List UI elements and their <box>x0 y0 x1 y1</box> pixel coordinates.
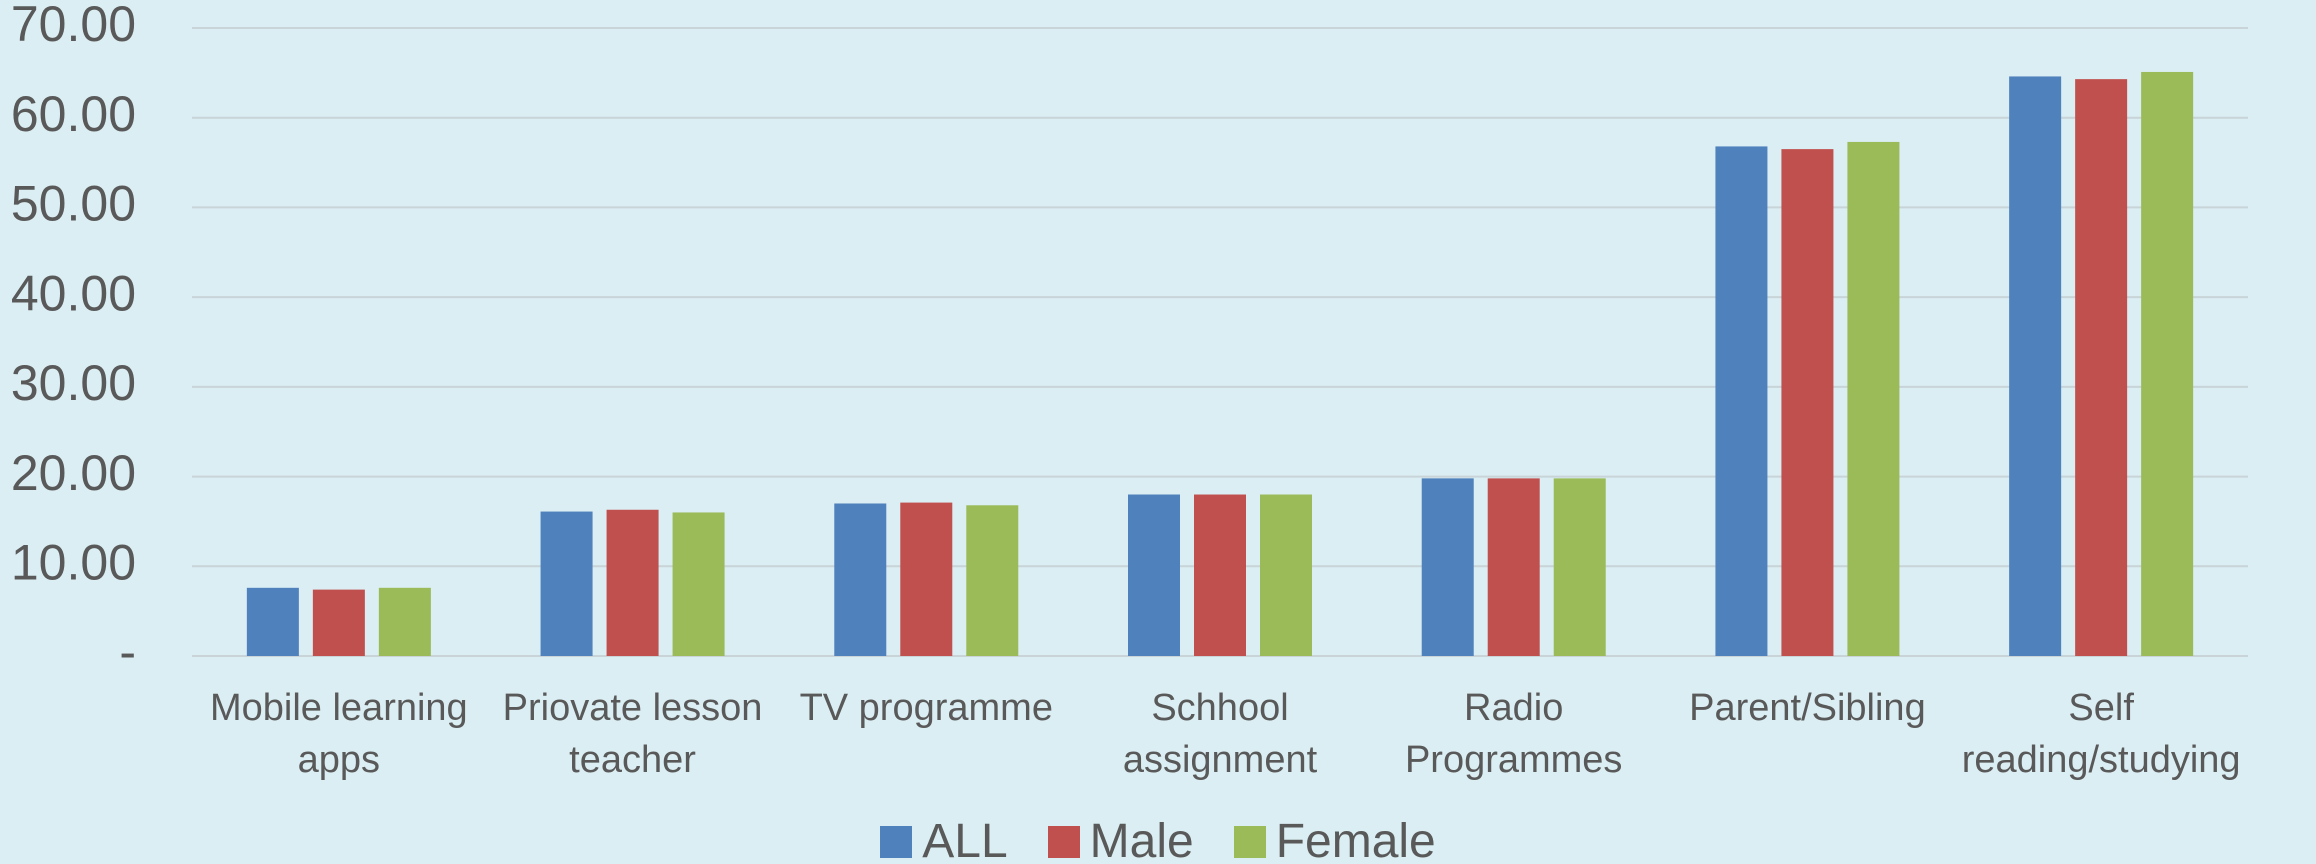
y-tick-label: 10.00 <box>11 534 136 590</box>
y-tick-label: 60.00 <box>11 86 136 142</box>
bar <box>2009 76 2062 656</box>
bar <box>246 587 299 656</box>
y-tick-label: 30.00 <box>11 355 136 411</box>
y-tick-label: 20.00 <box>11 445 136 501</box>
x-tick-label: Schhool assignment <box>1122 687 1318 781</box>
bar <box>1260 494 1312 656</box>
bar <box>834 503 887 656</box>
bar <box>1715 146 1768 656</box>
bar <box>1781 149 1834 656</box>
y-tick-label: 50.00 <box>11 176 136 232</box>
legend-swatch <box>1233 825 1266 858</box>
legend: ALL Male Female <box>0 814 2316 864</box>
bar <box>540 511 593 656</box>
bar <box>900 502 953 656</box>
bar <box>312 589 365 656</box>
legend-swatch <box>1047 825 1080 858</box>
bar <box>966 505 1019 656</box>
bar <box>1194 494 1246 656</box>
bar <box>1847 141 1900 657</box>
bar <box>606 509 659 656</box>
x-tick-label: Priovate lesson teacher <box>502 687 763 781</box>
x-tick-label: Self reading/studying <box>1961 687 2241 781</box>
legend-label: Female <box>1275 815 1436 864</box>
bar <box>1553 478 1606 656</box>
legend-item: Female <box>1233 814 1436 864</box>
legend-label: ALL <box>922 815 1008 864</box>
y-tick-label: 40.00 <box>11 265 136 321</box>
bar <box>2075 79 2128 656</box>
legend-label: Male <box>1089 815 1194 864</box>
bar <box>672 512 725 656</box>
x-tick-label: TV programme <box>799 687 1053 729</box>
x-tick-label: Mobile learning apps <box>209 687 468 781</box>
bar <box>378 587 431 656</box>
bar <box>1421 478 1474 656</box>
bar <box>2141 71 2194 656</box>
x-tick-label: Radio Programmes <box>1404 687 1623 781</box>
bar <box>1128 494 1180 656</box>
bar <box>1487 478 1540 656</box>
legend-item: ALL <box>880 814 1008 864</box>
legend-swatch <box>880 825 913 858</box>
x-tick-label: Parent/Sibling <box>1689 687 1926 729</box>
legend-item: Male <box>1047 814 1194 864</box>
y-tick-label: - <box>119 624 136 680</box>
y-tick-label: 70.00 <box>11 0 136 52</box>
